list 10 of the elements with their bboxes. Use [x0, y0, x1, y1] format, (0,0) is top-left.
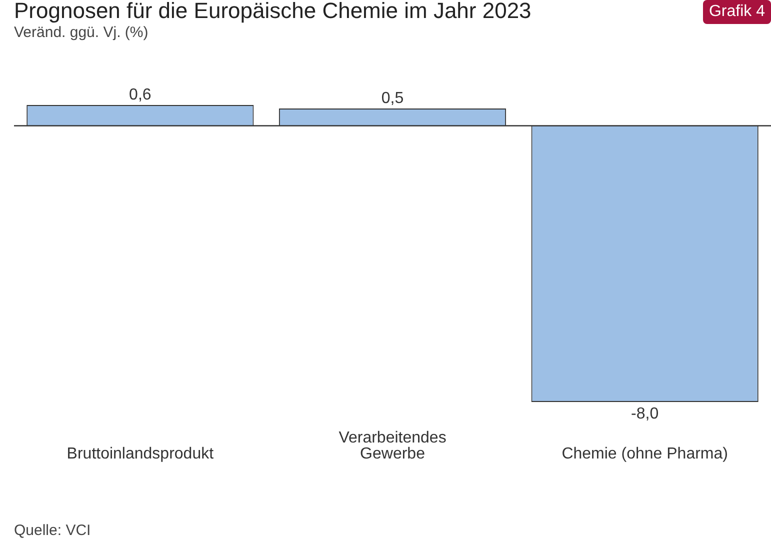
chart-subtitle: Veränd. ggü. Vj. (%) [14, 24, 148, 41]
data-label: 0,5 [381, 90, 404, 107]
x-tick-label: Verarbeitendes Gewerbe [338, 429, 446, 462]
data-label: -8,0 [631, 405, 659, 422]
chart-title: Prognosen für die Europäische Chemie im Jahr 2023 [14, 0, 532, 24]
x-tick-label: Bruttoinlandsprodukt [66, 445, 214, 462]
data-label: 0,6 [129, 86, 152, 104]
x-tick-label: Chemie (ohne Pharma) [562, 445, 728, 462]
text: Grafik 4 [702, 0, 771, 24]
source-note: Quelle: VCI [14, 522, 91, 539]
